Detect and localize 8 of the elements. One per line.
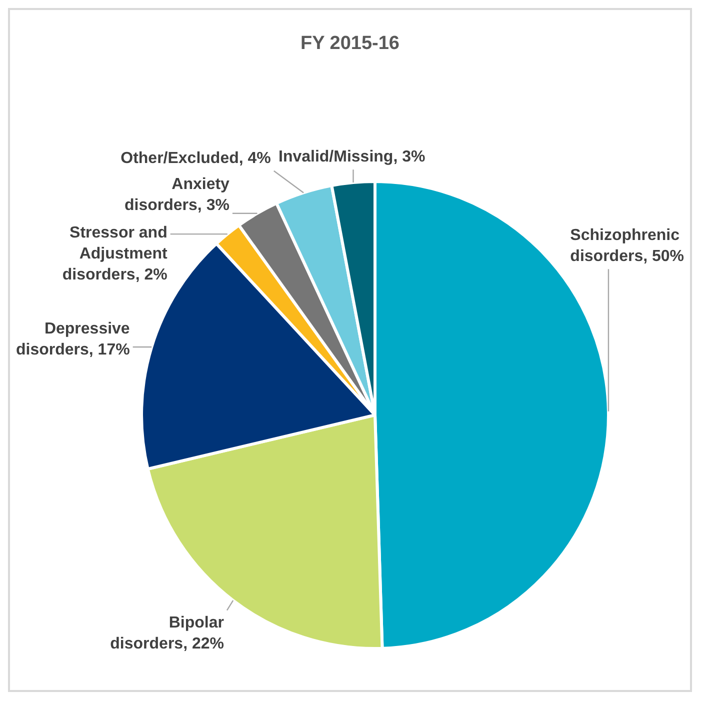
slice-label: Schizophrenic disorders, 50% (570, 227, 684, 266)
slice-label: Anxiety disorders, 3% (124, 176, 230, 214)
slice-label: Stressor and Adjustment disorders, 2% (62, 224, 168, 284)
slice-label: Other/Excluded, 4% (120, 150, 271, 167)
slice-label: Invalid/Missing, 3% (278, 148, 426, 166)
slice-label: Depressive disorders, 17% (16, 320, 130, 359)
chart-title: FY 2015-16 (300, 33, 400, 54)
slice-label: Bipolar disorders, 22% (110, 614, 224, 652)
